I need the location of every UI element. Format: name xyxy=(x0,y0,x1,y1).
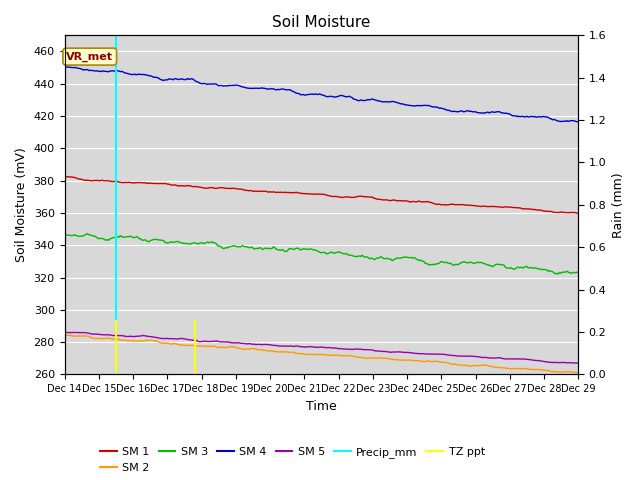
SM 3 xyxy=(215,243,223,249)
SM 3 xyxy=(232,243,240,249)
SM 3 xyxy=(575,270,582,276)
SM 2 xyxy=(124,337,131,343)
SM 5 xyxy=(239,341,247,347)
Line: SM 5: SM 5 xyxy=(65,332,579,363)
SM 3 xyxy=(241,244,249,250)
SM 2 xyxy=(61,332,68,338)
SM 4 xyxy=(241,84,249,90)
SM 4 xyxy=(287,87,294,93)
SM 1 xyxy=(241,187,249,193)
SM 5 xyxy=(231,340,239,346)
Y-axis label: Rain (mm): Rain (mm) xyxy=(612,172,625,238)
SM 4 xyxy=(547,116,555,121)
TZ ppt xyxy=(191,372,198,377)
SM 3 xyxy=(61,232,68,238)
SM 3 xyxy=(287,246,294,252)
SM 5 xyxy=(61,329,68,335)
SM 1 xyxy=(61,174,68,180)
Title: Soil Moisture: Soil Moisture xyxy=(272,15,371,30)
SM 4 xyxy=(63,64,71,70)
SM 1 xyxy=(215,185,223,191)
SM 5 xyxy=(546,360,554,365)
SM 5 xyxy=(124,334,131,339)
SM 4 xyxy=(215,83,223,89)
X-axis label: Time: Time xyxy=(306,400,337,413)
SM 5 xyxy=(570,360,578,366)
SM 1 xyxy=(63,174,71,180)
Legend: SM 1, SM 2, SM 3, SM 4, SM 5, Precip_mm, TZ ppt: SM 1, SM 2, SM 3, SM 4, SM 5, Precip_mm,… xyxy=(96,443,490,477)
SM 2 xyxy=(239,347,247,352)
SM 1 xyxy=(287,190,294,196)
SM 4 xyxy=(573,119,580,125)
SM 3 xyxy=(125,234,132,240)
Line: SM 1: SM 1 xyxy=(65,177,579,213)
TZ ppt xyxy=(191,318,198,324)
SM 4 xyxy=(61,64,68,70)
Line: SM 2: SM 2 xyxy=(65,335,579,372)
SM 3 xyxy=(84,231,92,237)
SM 1 xyxy=(547,208,555,214)
SM 2 xyxy=(214,345,221,350)
SM 4 xyxy=(575,119,582,124)
SM 5 xyxy=(575,360,582,366)
Y-axis label: Soil Moisture (mV): Soil Moisture (mV) xyxy=(15,147,28,262)
SM 1 xyxy=(232,186,240,192)
SM 3 xyxy=(547,268,555,274)
Line: SM 4: SM 4 xyxy=(65,67,579,122)
SM 5 xyxy=(214,338,221,344)
SM 2 xyxy=(285,349,293,355)
SM 4 xyxy=(232,82,240,88)
SM 5 xyxy=(285,343,293,349)
SM 2 xyxy=(575,370,582,375)
SM 3 xyxy=(554,271,562,277)
SM 2 xyxy=(231,344,239,350)
SM 1 xyxy=(125,180,132,185)
SM 4 xyxy=(125,71,132,77)
SM 1 xyxy=(575,210,582,216)
Line: SM 3: SM 3 xyxy=(65,234,579,274)
SM 2 xyxy=(546,368,554,374)
Text: VR_met: VR_met xyxy=(67,51,113,62)
